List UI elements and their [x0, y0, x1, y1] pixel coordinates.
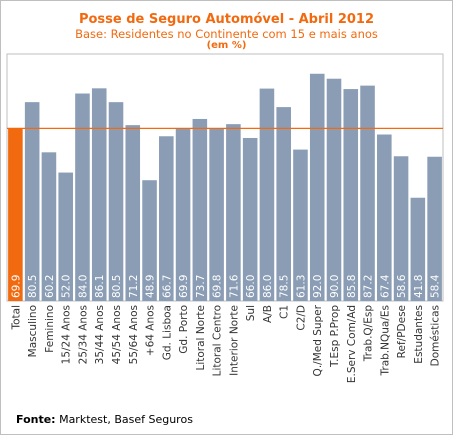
category-label-25: Domésticas [430, 305, 442, 366]
value-label-16: 78.5 [279, 275, 291, 298]
category-label-1: Masculino [27, 305, 39, 357]
category-label-23: Ref/PDese [396, 305, 408, 358]
value-label-8: 48.9 [145, 275, 157, 298]
value-label-5: 86.1 [94, 275, 106, 298]
bar-4 [75, 93, 90, 302]
bar-19 [326, 78, 342, 301]
bar-23 [393, 156, 409, 301]
category-label-7: 55/64 Anos [128, 305, 140, 364]
category-label-0: Total [10, 305, 22, 331]
category-label-19: T.Esp P.Prop [329, 305, 341, 368]
source-text: Marktest, Basef Seguros [59, 413, 193, 426]
value-label-9: 66.7 [161, 275, 173, 298]
category-label-21: Trab.Q/Esp [363, 305, 375, 363]
bar-1 [24, 102, 40, 301]
category-label-5: 35/44 Anos [94, 305, 106, 364]
value-label-14: 66.0 [245, 275, 257, 298]
value-label-13: 71.6 [228, 274, 240, 298]
value-label-6: 80.5 [111, 275, 123, 298]
bar-14 [242, 137, 258, 301]
value-label-3: 52.0 [61, 275, 73, 298]
value-label-1: 80.5 [27, 275, 39, 298]
unit-note: (em %) [206, 40, 247, 51]
bar-22 [377, 134, 392, 301]
source-label: Fonte: [16, 413, 56, 426]
category-label-15: A/B [262, 305, 274, 323]
category-label-11: Litoral Norte [195, 305, 207, 371]
bar-5 [91, 88, 107, 301]
category-label-13: Interior Norte [228, 305, 240, 376]
category-label-17: C2/D [295, 305, 307, 331]
category-label-4: 25/34 Anos [77, 305, 89, 364]
bar-9 [159, 136, 174, 301]
value-label-4: 84.0 [77, 275, 89, 298]
category-label-20: E.Serv Com/Ad [346, 305, 358, 383]
bar-18 [309, 73, 325, 301]
bar-2 [41, 152, 57, 301]
value-label-10: 69.9 [178, 275, 190, 298]
category-label-22: Trab.NQua/Es [379, 305, 391, 376]
value-label-24: 41.8 [413, 275, 425, 298]
category-label-14: Sul [245, 305, 257, 321]
bar-20 [343, 89, 359, 301]
value-label-7: 71.2 [128, 275, 140, 298]
bar-13 [226, 124, 241, 302]
bar-15 [259, 88, 275, 301]
category-label-24: Estudantes [413, 305, 425, 364]
bar-17 [293, 149, 308, 301]
category-label-6: 45/54 Anos [111, 305, 123, 364]
category-label-16: C1 [279, 305, 291, 319]
category-label-8: +64 Anos [145, 305, 157, 356]
value-label-21: 87.2 [363, 275, 375, 298]
chart-subtitle: Base: Residentes no Continente com 15 e … [75, 27, 378, 41]
bar-16 [276, 107, 291, 301]
value-label-0: 69.9 [10, 275, 22, 298]
bar-0 [8, 128, 23, 301]
value-label-19: 90.0 [329, 275, 341, 298]
bar-10 [175, 128, 191, 301]
value-label-11: 73.7 [195, 275, 207, 298]
value-label-17: 61.3 [295, 275, 307, 298]
bar-24 [410, 197, 426, 301]
category-label-18: Q./Med Super [312, 304, 324, 376]
bar-12 [209, 128, 224, 301]
bar-6 [108, 102, 124, 301]
bar-11 [192, 118, 208, 302]
value-label-25: 58.4 [430, 274, 442, 298]
bar-7 [125, 125, 141, 301]
bar-25 [427, 156, 442, 301]
value-label-2: 60.2 [44, 275, 56, 298]
value-label-22: 67.4 [379, 274, 391, 298]
bar-21 [360, 85, 375, 302]
value-label-20: 85.8 [346, 275, 358, 298]
bar-8 [142, 180, 157, 301]
category-label-10: Gd. Porto [178, 305, 190, 354]
bar-chart: 69.9 Total 80.5 Masculino 60.2 Feminino 52.0 15… [6, 53, 444, 383]
value-label-18: 92.0 [312, 275, 324, 298]
value-label-15: 86.0 [262, 275, 274, 298]
value-label-12: 69.8 [212, 275, 224, 298]
category-label-12: Litoral Centro [212, 305, 224, 376]
chart-title: Posse de Seguro Automóvel - Abril 2012 [78, 12, 375, 27]
category-label-3: 15/24 Anos [61, 305, 73, 364]
bar-3 [58, 172, 73, 301]
category-label-9: Gd. Lisboa [161, 305, 173, 360]
value-label-23: 58.6 [396, 274, 408, 298]
category-label-2: Feminino [44, 305, 56, 353]
source-note: Fonte: Marktest, Basef Seguros [16, 413, 193, 426]
